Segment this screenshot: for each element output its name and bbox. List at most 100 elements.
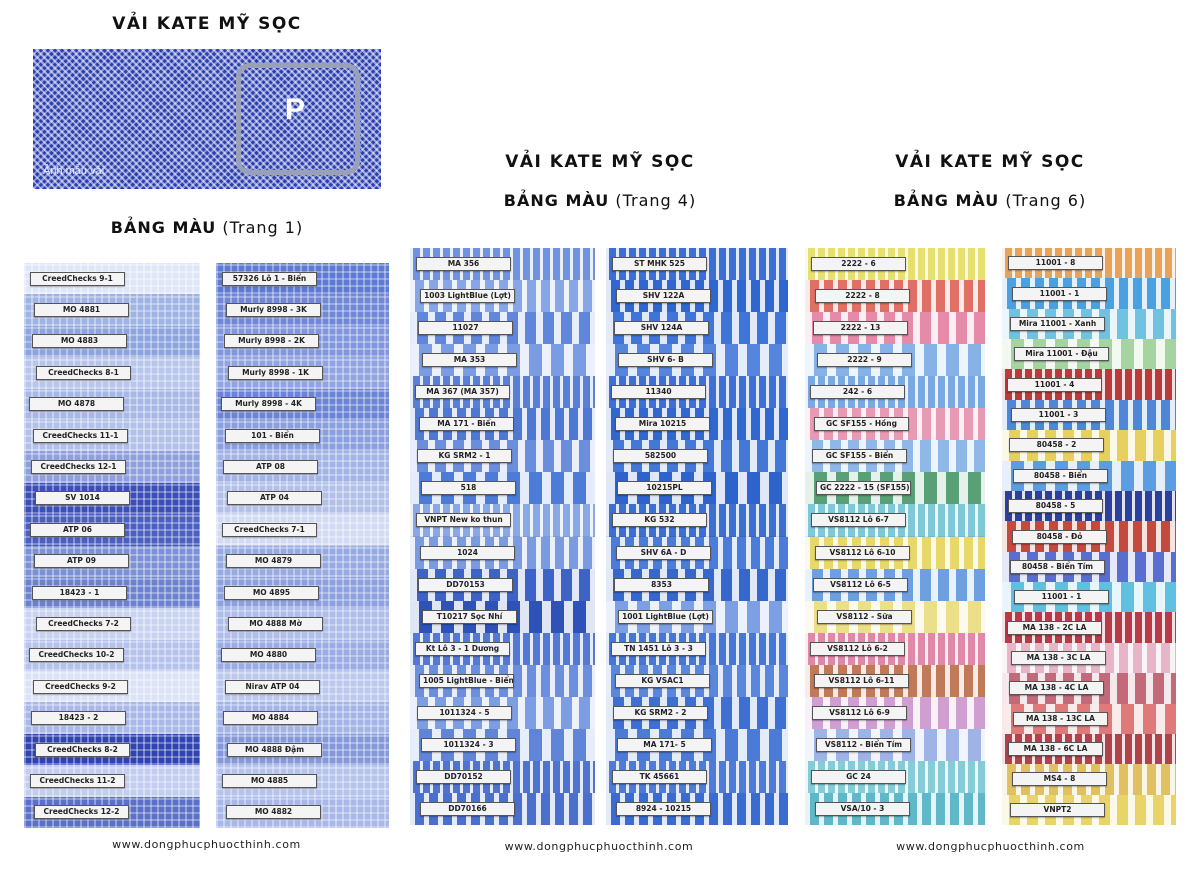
swatch-label-tag: CreedChecks 9-1	[30, 271, 125, 286]
swatch-label-tag: MO 4879	[226, 554, 321, 569]
swatch-label-tag: 8353	[614, 577, 709, 592]
swatch-label-tag: VS8112 - Biển Tím	[816, 737, 911, 752]
swatch-label-tag: ATP 09	[34, 554, 129, 569]
swatch-label-tag: ATP 06	[30, 522, 125, 537]
section-1-heading: VẢI KATE MỸ SỌC	[33, 14, 381, 34]
swatch-label-tag: CreedChecks 12-2	[34, 805, 129, 820]
swatch-label-tag: 11001 - 4	[1007, 377, 1102, 392]
swatch-label-tag: MO 4888 Mờ	[228, 616, 323, 631]
swatch-label-tag: MO 4881	[34, 303, 129, 318]
swatch-panel-3b: 11001 - 8 11001 - 1 Mira 11001 - Xanh Mira …	[1002, 248, 1176, 825]
swatch-label-tag: VS8112 Lô 6-9	[812, 705, 907, 720]
swatch-label-tag: VS8112 Lô 6-5	[813, 577, 908, 592]
section-1-sub-page: (Trang 1)	[222, 218, 304, 237]
fabric-sample-image: P Ảnh mẫu vải	[33, 49, 381, 189]
swatch-label-tag: VNPT2	[1010, 802, 1105, 817]
swatch-label-tag: Mira 11001 - Xanh	[1010, 316, 1105, 331]
swatch-label-tag: MA 138 - 13C LA	[1013, 711, 1108, 726]
swatch-label-tag: KG VSAC1	[615, 673, 710, 688]
swatch-label-tag: VS8112 - Sữa	[817, 609, 912, 624]
section-2-sub-page: (Trang 4)	[615, 191, 697, 210]
swatch-label-tag: GC 24	[811, 769, 906, 784]
swatch-label-tag: 1011324 - 5	[417, 705, 512, 720]
logo-frame	[236, 63, 360, 175]
swatch-label-tag: MA 138 - 4C LA	[1009, 681, 1104, 696]
swatch-row	[24, 263, 200, 296]
swatch-label-tag: VNPT New ko thun	[416, 513, 511, 528]
swatch-label-tag: 2222 - 13	[813, 321, 908, 336]
swatch-label-tag: Murly 8998 - 1K	[228, 365, 323, 380]
footer-website-1[interactable]: www.dongphucphuocthinh.com	[112, 838, 301, 851]
swatch-label-tag: 80458 - 5	[1008, 499, 1103, 514]
swatch-label-tag: KG 532	[612, 513, 707, 528]
swatch-label-tag: MA 171- 5	[617, 737, 712, 752]
swatch-label-tag: 80458 - Đỏ	[1012, 529, 1107, 544]
section-3-sub-bold: BẢNG MÀU	[893, 191, 1000, 210]
section-1-subheading: BẢNG MÀU (Trang 1)	[33, 218, 381, 237]
section-3-subheading: BẢNG MÀU (Trang 6)	[805, 191, 1175, 210]
swatch-label-tag: GC SF155 - Biển	[812, 449, 907, 464]
swatch-label-tag: MA 353	[422, 353, 517, 368]
swatch-label-tag: 10215PL	[617, 481, 712, 496]
footer-website-2[interactable]: www.dongphucphuocthinh.com	[504, 840, 694, 853]
swatch-label-tag: 1003 LightBlue (Lợt)	[420, 289, 515, 304]
swatch-panel-2b: ST MHK 525 SHV 122A SHV 124A SHV 6- B 11340 M…	[606, 248, 788, 825]
swatch-label-tag: MA 367 (MA 357)	[415, 385, 510, 400]
swatch-label-tag: 1024	[420, 545, 515, 560]
swatch-label-tag: 57326 Lô 1 - Biển	[222, 271, 317, 286]
swatch-label-tag: Kt Lô 3 - 1 Dương	[415, 641, 510, 656]
sample-caption: Ảnh mẫu vải	[43, 165, 105, 177]
swatch-label-tag: 80458 - Biển	[1013, 468, 1108, 483]
section-2-title: VẢI KATE MỸ SỌC	[505, 152, 695, 172]
swatch-label-tag: 1005 LightBlue - Biển	[419, 673, 514, 688]
swatch-label-tag: TN 1451 Lô 3 - 3	[611, 641, 706, 656]
swatch-panel-2a: MA 356 1003 LightBlue (Lợt) 11027 MA 353 MA …	[410, 248, 595, 825]
swatch-label-tag: MA 138 - 2C LA	[1007, 620, 1102, 635]
footer-website-3[interactable]: www.dongphucphuocthinh.com	[896, 840, 1085, 853]
swatch-label-tag: T10217 Sọc Nhí	[422, 609, 517, 624]
section-1-title: VẢI KATE MỸ SỌC	[112, 14, 302, 34]
swatch-label-tag: 11001 - 1	[1014, 590, 1109, 605]
section-2-subheading: BẢNG MÀU (Trang 4)	[410, 191, 790, 210]
swatch-label-tag: MO 4883	[32, 334, 127, 349]
swatch-label-tag: CreedChecks 12-1	[31, 460, 126, 475]
swatch-label-tag: 2222 - 6	[811, 257, 906, 272]
swatch-label-tag: Mira 11001 - Đậu	[1014, 347, 1109, 362]
swatch-label-tag: 518	[421, 481, 516, 496]
swatch-label-tag: 80458 - Biển Tím	[1010, 559, 1105, 574]
swatch-label-tag: MO 4895	[224, 585, 319, 600]
swatch-label-tag: CreedChecks 7-2	[36, 616, 131, 631]
swatch-label-tag: ST MHK 525	[612, 257, 707, 272]
swatch-label-tag: MA 138 - 6C LA	[1008, 742, 1103, 757]
swatch-label-tag: MO 4880	[221, 648, 316, 663]
swatch-label-tag: DD70153	[418, 577, 513, 592]
swatch-label-tag: KG SRM2 - 1	[417, 449, 512, 464]
swatch-label-tag: CreedChecks 8-1	[36, 365, 131, 380]
swatch-label-tag: Nirav ATP 04	[225, 679, 320, 694]
swatch-label-tag: MO 4888 Đậm	[227, 742, 322, 757]
swatch-label-tag: 1011324 - 3	[421, 737, 516, 752]
swatch-label-tag: CreedChecks 9-2	[33, 679, 128, 694]
swatch-label-tag: SHV 122A	[616, 289, 711, 304]
swatch-label-tag: VS8112 Lô 6-7	[811, 513, 906, 528]
swatch-label-tag: VS8112 Lô 6-10	[815, 545, 910, 560]
swatch-label-tag: Murly 8998 - 4K	[221, 397, 316, 412]
swatch-label-tag: CreedChecks 11-2	[30, 773, 125, 788]
section-3-title: VẢI KATE MỸ SỌC	[895, 152, 1085, 172]
brand-logo: P	[285, 93, 306, 126]
swatch-label-tag: 11340	[611, 385, 706, 400]
section-2-sub-bold: BẢNG MÀU	[503, 191, 610, 210]
swatch-label-tag: Murly 8998 - 2K	[224, 334, 319, 349]
swatch-label-tag: 18423 - 2	[31, 711, 126, 726]
swatch-label-tag: SHV 124A	[614, 321, 709, 336]
swatch-label-tag: MO 4884	[223, 711, 318, 726]
swatch-label-tag: 582500	[613, 449, 708, 464]
swatch-label-tag: MA 356	[416, 257, 511, 272]
swatch-label-tag: DD70152	[416, 769, 511, 784]
swatch-label-tag: KG SRM2 - 2	[613, 705, 708, 720]
swatch-label-tag: Mira 10215	[615, 417, 710, 432]
swatch-label-tag: SHV 6A - D	[616, 545, 711, 560]
swatch-label-tag: 101 - Biển	[225, 428, 320, 443]
swatch-panel-3a: 2222 - 6 2222 - 8 2222 - 13 2222 - 9 242 - 6…	[805, 248, 985, 825]
swatch-label-tag: VSA/10 - 3	[815, 801, 910, 816]
